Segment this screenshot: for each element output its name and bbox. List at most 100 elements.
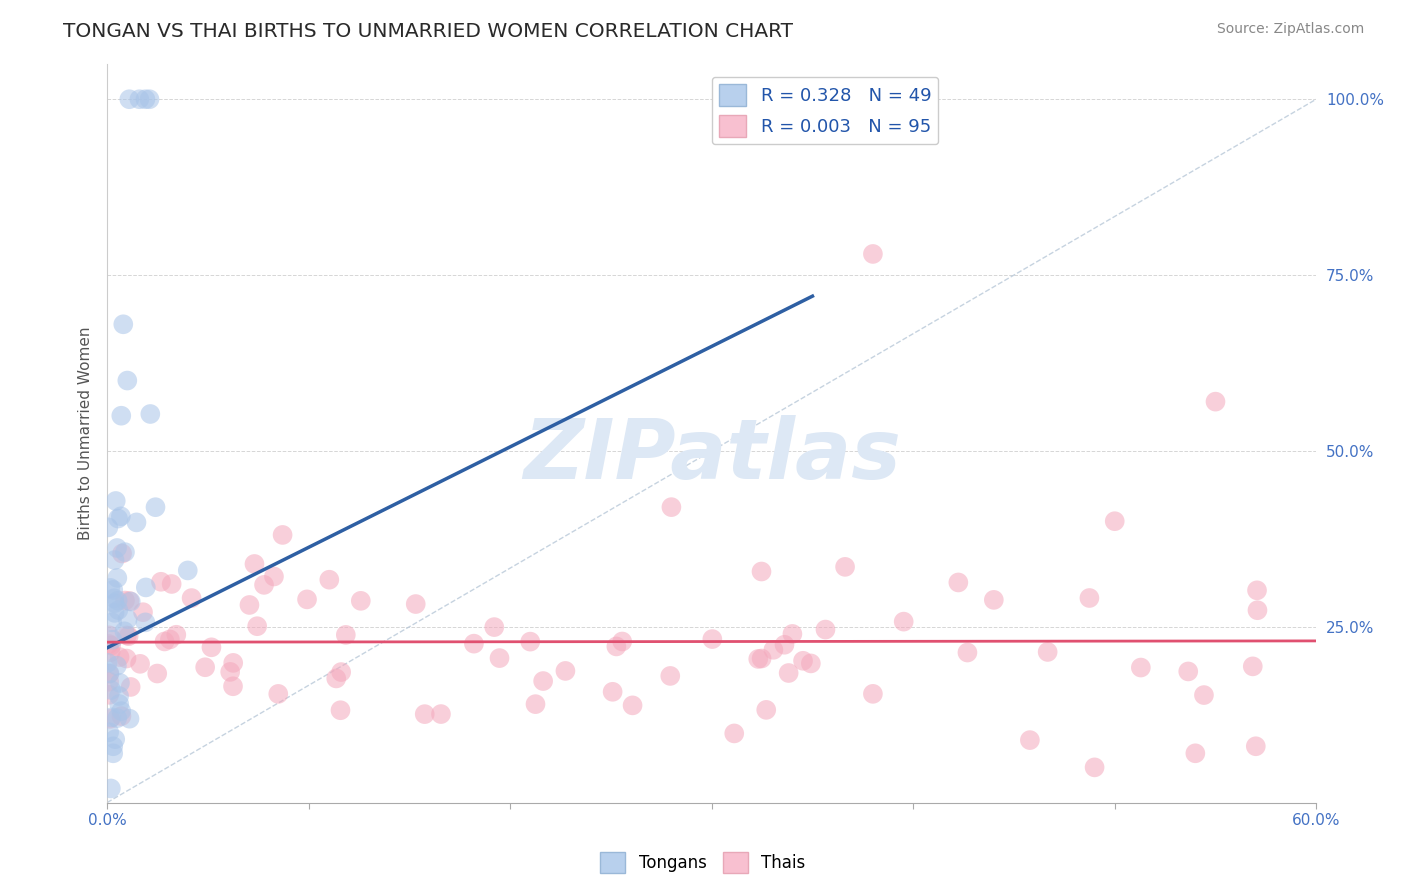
Point: [1184, 746, 1206, 760]
Point: [524, 697, 547, 711]
Point: [661, 500, 683, 515]
Point: [159, 632, 181, 647]
Point: [1177, 665, 1199, 679]
Point: [605, 640, 627, 654]
Point: [98, 674, 121, 689]
Point: [659, 669, 682, 683]
Point: [253, 578, 276, 592]
Point: [98, 725, 121, 739]
Point: [295, 592, 318, 607]
Point: [747, 652, 769, 666]
Point: [430, 707, 453, 722]
Point: [111, 547, 134, 561]
Point: [488, 651, 510, 665]
Point: [135, 581, 157, 595]
Point: [104, 494, 127, 508]
Point: [105, 658, 128, 673]
Point: [117, 374, 139, 388]
Point: [145, 500, 167, 515]
Point: [114, 545, 136, 559]
Point: [125, 516, 148, 530]
Point: [243, 557, 266, 571]
Point: [149, 574, 172, 589]
Point: [101, 615, 124, 630]
Point: [108, 689, 131, 703]
Point: [101, 632, 124, 647]
Point: [702, 632, 724, 646]
Point: [134, 615, 156, 630]
Point: [118, 712, 141, 726]
Point: [948, 575, 970, 590]
Point: [103, 739, 125, 754]
Point: [956, 646, 979, 660]
Point: [602, 685, 624, 699]
Point: [246, 619, 269, 633]
Point: [751, 565, 773, 579]
Point: [723, 726, 745, 740]
Point: [100, 683, 122, 698]
Text: TONGAN VS THAI BIRTHS TO UNMARRIED WOMEN CORRELATION CHART: TONGAN VS THAI BIRTHS TO UNMARRIED WOMEN…: [63, 22, 793, 41]
Point: [98, 666, 121, 681]
Point: [621, 698, 644, 713]
Point: [1241, 659, 1264, 673]
Point: [110, 409, 132, 423]
Point: [554, 664, 576, 678]
Point: [773, 638, 796, 652]
Point: [105, 571, 128, 585]
Point: [983, 592, 1005, 607]
Point: [413, 707, 436, 722]
Point: [129, 657, 152, 671]
Point: [107, 511, 129, 525]
Point: [153, 634, 176, 648]
Point: [120, 594, 142, 608]
Point: [751, 651, 773, 665]
Point: [108, 697, 131, 711]
Point: [463, 637, 485, 651]
Point: [219, 665, 242, 679]
Point: [114, 593, 136, 607]
Point: [1246, 583, 1268, 598]
Point: [98, 666, 121, 681]
Point: [612, 634, 634, 648]
Point: [128, 92, 150, 106]
Point: [519, 634, 541, 648]
Point: [100, 781, 122, 796]
Point: [531, 673, 554, 688]
Point: [100, 710, 122, 724]
Point: [762, 642, 785, 657]
Point: [118, 629, 141, 643]
Point: [112, 624, 135, 639]
Point: [108, 650, 131, 665]
Y-axis label: Births to Unmarried Women: Births to Unmarried Women: [79, 326, 93, 540]
Point: [98, 637, 121, 651]
Point: [318, 573, 340, 587]
Point: [325, 672, 347, 686]
Point: [105, 541, 128, 555]
Point: [118, 92, 141, 106]
Point: [115, 651, 138, 665]
Point: [134, 92, 156, 106]
Point: [98, 628, 121, 642]
Point: [138, 92, 160, 106]
Point: [108, 676, 131, 690]
Point: [200, 640, 222, 655]
Point: [800, 657, 823, 671]
Point: [329, 703, 352, 717]
Point: [139, 407, 162, 421]
Point: [112, 318, 135, 332]
Point: [862, 247, 884, 261]
Point: [778, 665, 800, 680]
Point: [104, 732, 127, 747]
Point: [120, 680, 142, 694]
Point: [110, 709, 132, 723]
Point: [1246, 603, 1268, 617]
Point: [1104, 514, 1126, 528]
Point: [103, 746, 125, 760]
Point: [222, 679, 245, 693]
Point: [267, 687, 290, 701]
Point: [350, 594, 373, 608]
Point: [792, 654, 814, 668]
Point: [238, 598, 260, 612]
Point: [110, 704, 132, 718]
Point: [98, 712, 121, 726]
